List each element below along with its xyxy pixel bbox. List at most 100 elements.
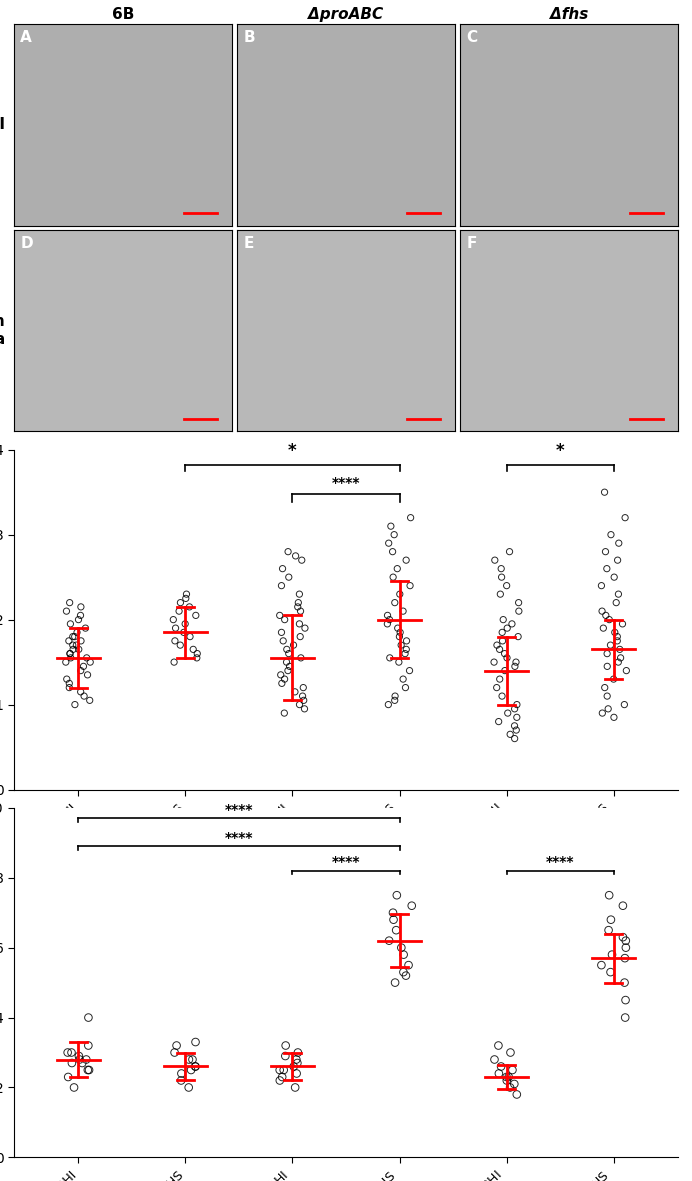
- Point: [71, 622, 82, 641]
- Point: [505, 1043, 516, 1062]
- Point: [500, 661, 511, 680]
- Point: [509, 699, 520, 718]
- Point: [175, 593, 186, 612]
- Point: [496, 568, 507, 587]
- Point: [83, 1036, 94, 1055]
- Point: [295, 627, 306, 646]
- Point: [278, 1061, 289, 1079]
- Point: [495, 560, 507, 579]
- Point: [276, 674, 287, 693]
- Point: [619, 948, 630, 967]
- Point: [615, 648, 626, 667]
- Point: [282, 542, 293, 561]
- Point: [183, 1078, 194, 1097]
- Point: [279, 670, 290, 689]
- Text: *: *: [556, 442, 565, 459]
- Point: [74, 1050, 85, 1069]
- Point: [179, 622, 190, 641]
- Point: [298, 691, 309, 710]
- Point: [274, 1071, 285, 1090]
- Point: [181, 585, 192, 603]
- Point: [603, 611, 614, 629]
- Point: [192, 644, 203, 663]
- Point: [601, 644, 612, 663]
- Point: [609, 622, 620, 641]
- Text: ****: ****: [225, 830, 253, 844]
- Point: [603, 699, 614, 718]
- Point: [291, 1064, 302, 1083]
- Point: [509, 657, 520, 676]
- Text: B: B: [244, 30, 255, 45]
- Point: [65, 648, 76, 667]
- Text: F: F: [466, 235, 477, 250]
- Point: [612, 632, 623, 651]
- Point: [382, 614, 393, 633]
- Point: [73, 1046, 84, 1065]
- Point: [294, 696, 305, 715]
- Point: [491, 635, 502, 654]
- Point: [494, 640, 505, 659]
- Point: [401, 640, 412, 659]
- Point: [513, 601, 525, 620]
- Point: [502, 704, 513, 723]
- Point: [496, 686, 507, 705]
- Point: [600, 542, 611, 561]
- Point: [613, 534, 624, 553]
- Point: [401, 632, 412, 651]
- Point: [396, 635, 407, 654]
- Point: [610, 593, 621, 612]
- Point: [398, 670, 409, 689]
- Point: [608, 670, 619, 689]
- Point: [288, 635, 299, 654]
- Point: [75, 598, 86, 616]
- Point: [396, 938, 407, 957]
- Point: [66, 1043, 77, 1062]
- Point: [383, 534, 394, 553]
- Point: [275, 665, 286, 684]
- Point: [79, 686, 90, 705]
- Text: E: E: [244, 235, 254, 250]
- Point: [296, 550, 307, 569]
- Point: [169, 653, 180, 672]
- Point: [75, 683, 86, 702]
- Point: [499, 644, 510, 663]
- Point: [511, 696, 522, 715]
- Point: [190, 606, 201, 625]
- Point: [190, 1032, 201, 1051]
- Point: [281, 653, 292, 672]
- Point: [605, 963, 616, 981]
- Point: [283, 644, 294, 663]
- Point: [277, 632, 289, 651]
- Point: [69, 1078, 80, 1097]
- Point: [69, 696, 80, 715]
- Point: [388, 568, 399, 587]
- Point: [80, 619, 91, 638]
- Point: [601, 686, 612, 705]
- Point: [64, 644, 75, 663]
- Point: [383, 931, 394, 950]
- Point: [284, 657, 295, 676]
- Point: [298, 678, 309, 697]
- Point: [493, 712, 504, 731]
- Point: [84, 691, 95, 710]
- Point: [390, 593, 401, 612]
- Point: [489, 1050, 500, 1069]
- Text: ****: ****: [225, 803, 253, 816]
- Point: [390, 973, 401, 992]
- Point: [493, 1064, 504, 1083]
- Point: [71, 635, 82, 654]
- Point: [69, 627, 80, 646]
- Point: [620, 938, 631, 957]
- Point: [606, 945, 617, 964]
- Point: [493, 1036, 504, 1055]
- Point: [603, 921, 614, 940]
- Point: [75, 606, 86, 625]
- Text: ****: ****: [546, 855, 574, 869]
- Text: D: D: [20, 235, 33, 250]
- Point: [509, 717, 520, 736]
- Point: [509, 1075, 520, 1094]
- Point: [603, 886, 614, 905]
- Text: C: C: [466, 30, 477, 45]
- Point: [66, 1053, 78, 1072]
- Point: [283, 568, 294, 587]
